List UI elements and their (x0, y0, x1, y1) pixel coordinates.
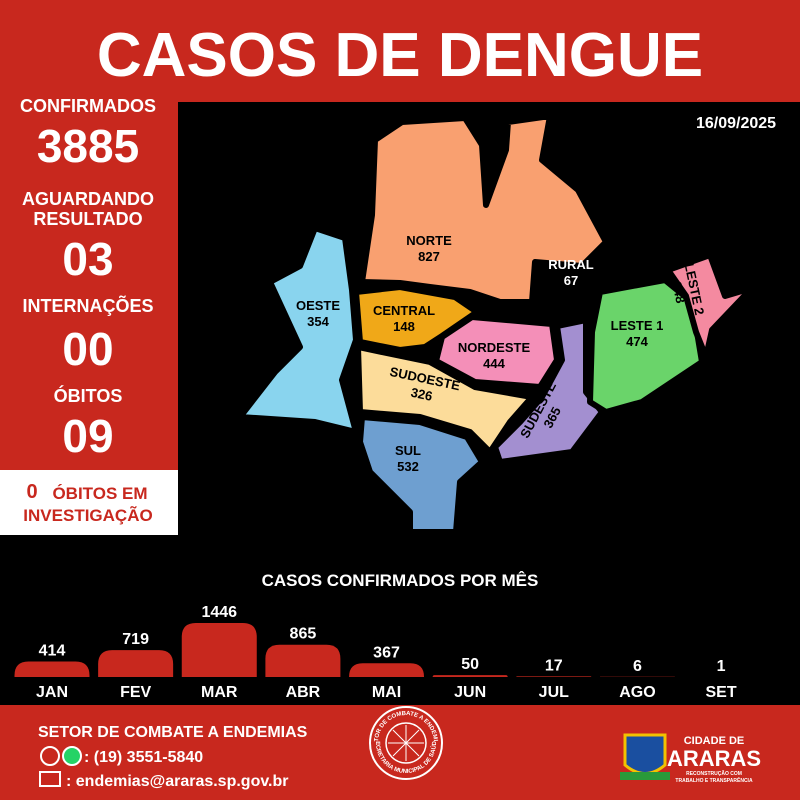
slogan-1: RECONSTRUÇÃO COM (686, 770, 742, 777)
stat-label-line: RESULTADO (33, 209, 142, 229)
date: 16/09/2025 (696, 115, 776, 132)
investigation-label: ÓBITOS EM INVESTIGAÇÃO (23, 484, 152, 525)
region-leste1 (587, 277, 705, 415)
bar-value-label: 6 (633, 658, 642, 675)
x-tick-label: SET (706, 684, 737, 701)
region-name: NORTE (406, 233, 452, 248)
bar (14, 661, 90, 677)
region-value: 827 (418, 249, 440, 264)
stat-label: CONFIRMADOS (20, 96, 156, 116)
footer-band (0, 705, 800, 800)
region-value: 474 (626, 334, 648, 349)
bar-value-label: 1 (717, 658, 726, 675)
bar (265, 644, 341, 677)
investigation-box (0, 470, 178, 535)
stat-value: 3885 (37, 120, 139, 172)
seal (369, 706, 443, 780)
region-value: 444 (483, 356, 505, 371)
footer-sector: SETOR DE COMBATE A ENDEMIAS (38, 724, 308, 741)
bar-value-label: 17 (545, 657, 563, 674)
bar-value-label: 719 (122, 631, 149, 648)
x-tick-label: AGO (619, 684, 655, 701)
region-name: NORDESTE (458, 340, 531, 355)
investigation-line: INVESTIGAÇÃO (23, 505, 152, 525)
region-value: 354 (307, 314, 329, 329)
region-name: RURAL (548, 257, 594, 272)
slogan-2: TRABALHO E TRANSPARÊNCIA (675, 776, 753, 784)
stat-label: AGUARDANDO RESULTADO (22, 189, 154, 229)
bar (516, 676, 592, 677)
region-value: 348 (669, 280, 688, 304)
bar-value-label: 865 (290, 626, 317, 643)
region-value: 532 (397, 459, 419, 474)
region-leste2 (665, 252, 755, 360)
stat-label: ÓBITOS (54, 385, 123, 406)
seal-inner (385, 722, 427, 764)
footer-phone: : (19) 3551-5840 (84, 749, 203, 766)
stat-label-line: AGUARDANDO (22, 189, 154, 209)
stat-value: 03 (62, 233, 113, 285)
x-tick-label: JUN (454, 684, 486, 701)
region-value: 148 (393, 319, 415, 334)
region-oeste (237, 225, 359, 435)
city-pre: CIDADE DE (684, 735, 745, 747)
region-nordeste (433, 314, 560, 390)
footer-email: : endemias@araras.sp.gov.br (66, 773, 289, 790)
region-name: OESTE (296, 298, 340, 313)
city-name: ARARAS (667, 746, 761, 771)
bar-value-label: 50 (461, 656, 479, 673)
region-name: LESTE 1 (611, 318, 664, 333)
region-sudoeste (355, 344, 535, 455)
crest-ribbon (620, 772, 670, 780)
whatsapp-icon (62, 746, 82, 766)
region-sudeste (492, 317, 605, 465)
region-value: 326 (409, 385, 433, 404)
seal-compass (388, 725, 424, 761)
bar (432, 675, 508, 677)
header-band (0, 0, 800, 102)
investigation-value: 0 (26, 481, 37, 503)
x-tick-label: ABR (286, 684, 321, 701)
title: CASOS DE DENGUE (97, 21, 703, 90)
bar (349, 663, 425, 677)
x-tick-label: FEV (120, 684, 151, 701)
x-tick-label: MAI (372, 684, 401, 701)
region-sul (357, 414, 485, 535)
bar-value-label: 414 (39, 643, 66, 660)
phone-icon (40, 746, 60, 766)
stat-label: INTERNAÇÕES (22, 295, 153, 316)
region-name: CENTRAL (373, 303, 435, 318)
email-icon (39, 771, 61, 787)
city-crest (623, 733, 667, 775)
x-tick-label: MAR (201, 684, 238, 701)
investigation-line: ÓBITOS EM (52, 484, 147, 503)
bar (181, 623, 257, 677)
stats-panel (0, 102, 178, 470)
chart-title: CASOS CONFIRMADOS POR MÊS (262, 571, 539, 590)
bar (98, 650, 174, 677)
bar-value-label: 367 (373, 644, 400, 661)
stat-value: 09 (62, 410, 113, 462)
x-tick-label: JUL (539, 684, 569, 701)
stat-value: 00 (62, 323, 113, 375)
region-value: 67 (564, 273, 578, 288)
region-norte (359, 113, 609, 305)
bar-value-label: 1446 (201, 604, 237, 621)
region-name: SUL (395, 443, 421, 458)
x-tick-label: JAN (36, 684, 68, 701)
